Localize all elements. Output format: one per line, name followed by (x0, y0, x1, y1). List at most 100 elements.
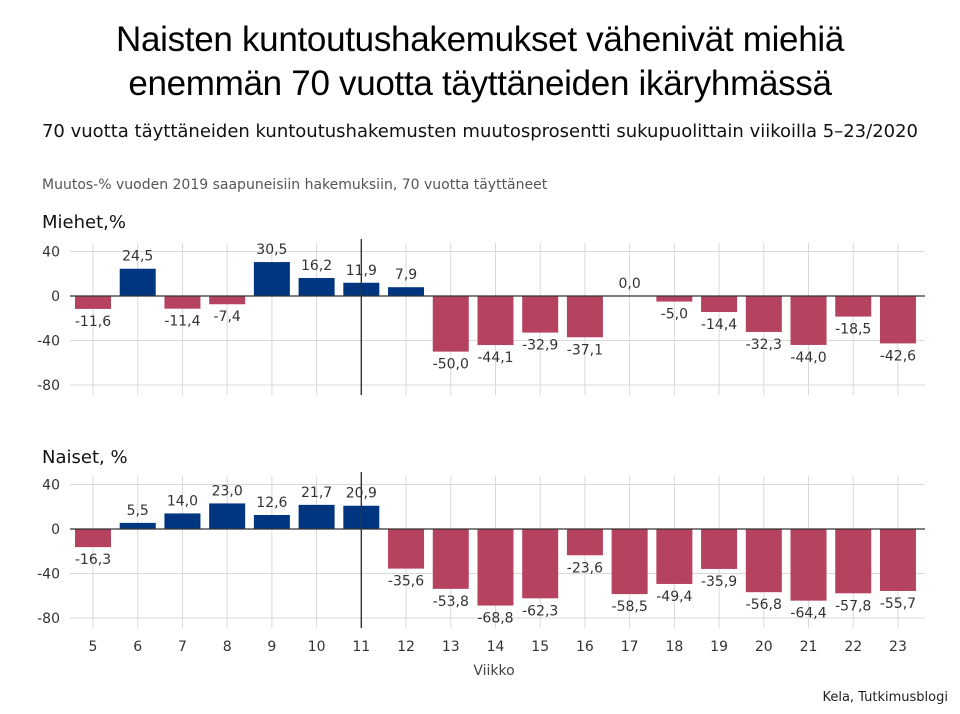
men-value-label-week-21: -44,0 (790, 350, 826, 366)
women-bar-week-20 (745, 529, 782, 593)
men-ytick-label: 0 (51, 289, 60, 305)
x-tick-label-week-12: 12 (397, 639, 415, 655)
women-value-label-week-16: -23,6 (567, 560, 603, 576)
women-bar-week-6 (119, 522, 156, 529)
men-value-label-week-14: -44,1 (477, 350, 513, 366)
men-value-label-week-23: -42,6 (880, 348, 916, 364)
x-tick-label-week-7: 7 (178, 639, 187, 655)
women-value-label-week-9: 12,6 (256, 495, 287, 511)
women-value-label-week-18: -49,4 (656, 589, 692, 605)
women-value-label-week-22: -57,8 (835, 598, 871, 614)
men-value-label-week-10: 16,2 (301, 258, 332, 274)
x-tick-label-week-17: 17 (621, 639, 639, 655)
women-ytick-label: 0 (51, 522, 60, 538)
men-bar-week-7 (164, 296, 201, 309)
men-value-label-week-7: -11,4 (164, 314, 200, 330)
women-ytick-label: -40 (37, 567, 60, 583)
x-tick-label-week-8: 8 (223, 639, 232, 655)
panel-title-men: Miehet,% (42, 212, 126, 233)
x-tick-label-week-13: 13 (442, 639, 460, 655)
x-tick-label-week-16: 16 (576, 639, 594, 655)
title-line-1: Naisten kuntoutushakemukset vähenivät mi… (115, 20, 845, 59)
men-value-label-week-15: -32,9 (522, 338, 558, 354)
women-bar-week-15 (522, 529, 559, 599)
women-value-label-week-13: -53,8 (433, 594, 469, 610)
title-line-2: enemmän 70 vuotta täyttäneiden ikäryhmäs… (128, 64, 832, 103)
women-bar-week-17 (611, 529, 648, 595)
source-credit: Kela, Tutkimusblogi (822, 690, 948, 705)
men-value-label-week-9: 30,5 (256, 242, 287, 258)
men-bar-week-16 (566, 296, 603, 338)
x-tick-label-week-18: 18 (665, 639, 683, 655)
chart-subtitle: 70 vuotta täyttäneiden kuntoutushakemust… (41, 121, 918, 142)
women-bar-week-23 (879, 529, 916, 591)
men-value-label-week-12: 7,9 (395, 267, 417, 283)
women-bar-week-5 (75, 529, 111, 548)
men-bar-week-12 (388, 287, 425, 296)
panel-title-women: Naiset, % (42, 447, 128, 468)
x-tick-label-week-15: 15 (531, 639, 549, 655)
x-tick-label-week-14: 14 (487, 639, 505, 655)
x-tick-label-week-20: 20 (755, 639, 773, 655)
men-bar-week-14 (477, 296, 514, 346)
men-bar-week-13 (432, 296, 469, 352)
women-value-label-week-23: -55,7 (880, 596, 916, 612)
men-value-label-week-5: -11,6 (75, 314, 111, 330)
women-value-label-week-7: 14,0 (167, 493, 198, 509)
women-bar-week-10 (298, 504, 335, 529)
men-bar-week-6 (119, 268, 156, 296)
men-bar-week-5 (75, 296, 111, 309)
men-bar-week-15 (522, 296, 559, 333)
women-value-label-week-10: 21,7 (301, 485, 332, 501)
men-ytick-label: -40 (37, 334, 60, 350)
women-value-label-week-8: 23,0 (212, 483, 243, 499)
women-bar-week-8 (209, 503, 246, 529)
men-value-label-week-8: -7,4 (213, 309, 240, 325)
women-bar-week-21 (790, 529, 827, 601)
women-ytick-label: -80 (37, 611, 60, 627)
x-tick-label-week-9: 9 (267, 639, 276, 655)
men-bar-week-18 (656, 296, 693, 302)
x-tick-label-week-10: 10 (308, 639, 326, 655)
x-tick-label-week-6: 6 (133, 639, 142, 655)
women-bar-week-13 (432, 529, 469, 589)
women-bar-week-18 (656, 529, 693, 584)
x-tick-label-week-23: 23 (889, 639, 907, 655)
women-bar-week-19 (701, 529, 738, 569)
women-value-label-week-19: -35,9 (701, 574, 737, 590)
women-bar-week-7 (164, 513, 201, 529)
women-bar-week-12 (388, 529, 425, 569)
women-value-label-week-12: -35,6 (388, 574, 424, 590)
women-value-label-week-20: -56,8 (746, 597, 782, 613)
men-bar-week-10 (298, 277, 335, 296)
women-value-label-week-14: -68,8 (477, 611, 513, 627)
men-bar-week-22 (835, 296, 872, 317)
x-tick-label-week-11: 11 (352, 639, 370, 655)
men-value-label-week-22: -18,5 (835, 322, 871, 338)
women-bar-week-16 (566, 529, 603, 556)
women-bar-week-14 (477, 529, 514, 606)
men-value-label-week-18: -5,0 (661, 307, 688, 323)
women-value-label-week-17: -58,5 (612, 599, 648, 615)
x-tick-label-week-19: 19 (710, 639, 728, 655)
men-value-label-week-6: 24,5 (122, 249, 153, 265)
x-tick-label-week-22: 22 (844, 639, 862, 655)
women-value-label-week-15: -62,3 (522, 603, 558, 619)
x-tick-label-week-5: 5 (89, 639, 98, 655)
men-value-label-week-17: 0,0 (619, 276, 641, 292)
x-axis-title: Viikko (473, 663, 514, 679)
men-value-label-week-20: -32,3 (746, 337, 782, 353)
men-bar-week-9 (253, 262, 290, 296)
men-value-label-week-19: -14,4 (701, 317, 737, 333)
men-ytick-label: 40 (42, 245, 60, 261)
men-bar-week-21 (790, 296, 827, 345)
men-bar-week-20 (745, 296, 782, 332)
x-tick-label-week-21: 21 (800, 639, 818, 655)
men-ytick-label: -80 (37, 378, 60, 394)
chart-title: Naisten kuntoutushakemukset vähenivät mi… (0, 18, 960, 106)
women-bar-week-9 (253, 514, 290, 529)
men-value-label-week-16: -37,1 (567, 342, 603, 358)
women-value-label-week-6: 5,5 (127, 503, 149, 519)
women-bar-week-22 (835, 529, 872, 594)
